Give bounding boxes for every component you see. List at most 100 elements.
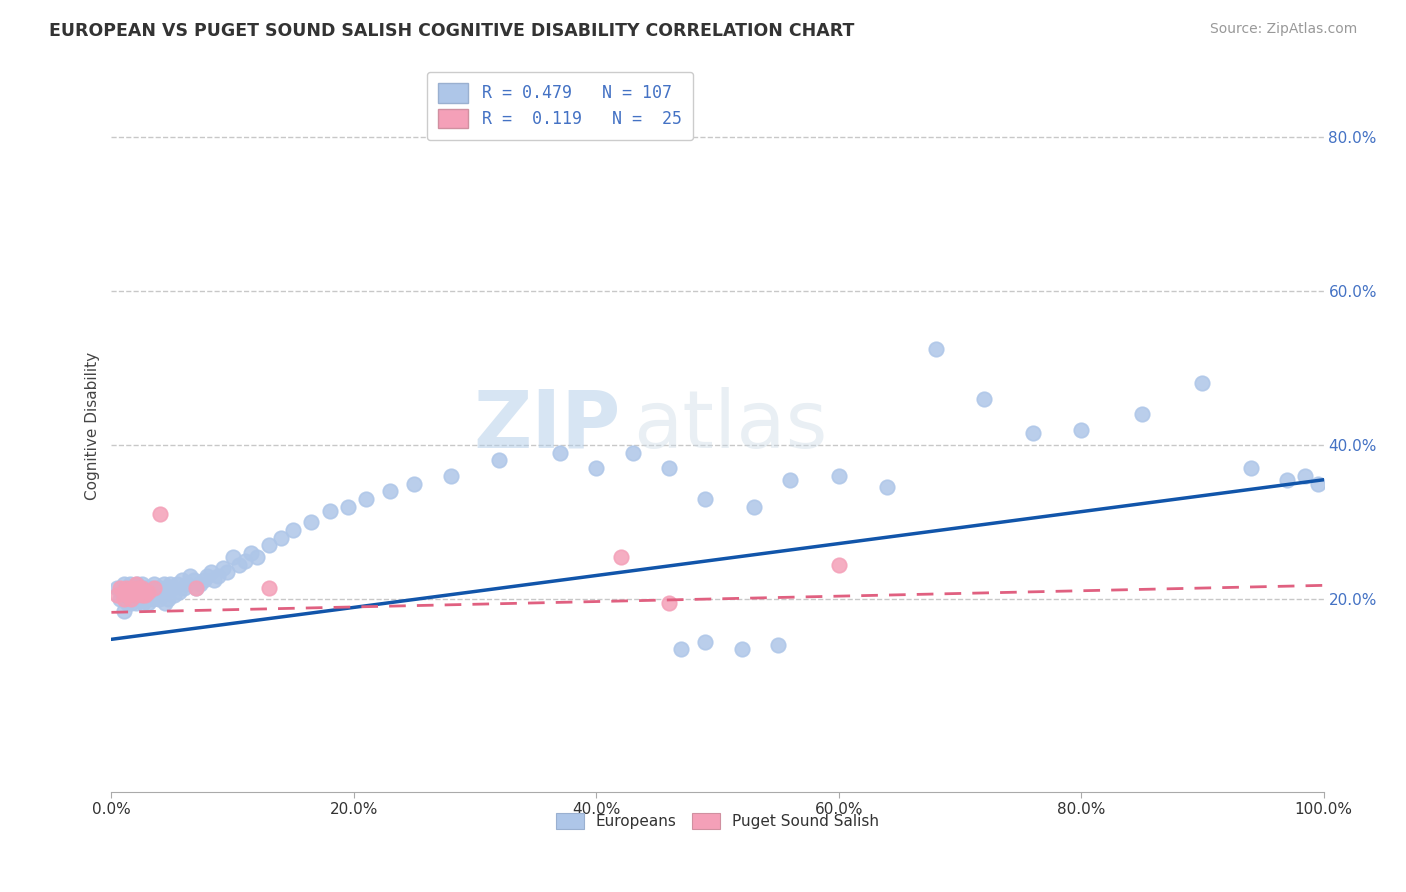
Point	[212, 561, 235, 575]
Point	[143, 588, 166, 602]
Point	[141, 581, 163, 595]
Point	[828, 558, 851, 572]
Point	[239, 546, 262, 560]
Point	[179, 569, 201, 583]
Point	[138, 584, 160, 599]
Point	[125, 577, 148, 591]
Point	[318, 503, 340, 517]
Point	[221, 549, 243, 564]
Point	[176, 577, 198, 591]
Point	[876, 480, 898, 494]
Point	[1277, 473, 1299, 487]
Point	[257, 538, 280, 552]
Point	[150, 588, 173, 602]
Point	[153, 596, 176, 610]
Point	[107, 581, 129, 595]
Point	[173, 581, 195, 595]
Point	[228, 558, 250, 572]
Point	[186, 581, 208, 595]
Point	[136, 581, 159, 595]
Point	[548, 446, 571, 460]
Point	[658, 461, 681, 475]
Point	[136, 596, 159, 610]
Point	[1021, 426, 1043, 441]
Point	[115, 588, 138, 602]
Point	[1191, 376, 1213, 391]
Point	[828, 469, 851, 483]
Text: Source: ZipAtlas.com: Source: ZipAtlas.com	[1209, 22, 1357, 37]
Point	[695, 634, 717, 648]
Point	[145, 584, 167, 599]
Legend: Europeans, Puget Sound Salish: Europeans, Puget Sound Salish	[550, 807, 884, 836]
Point	[148, 592, 170, 607]
Point	[585, 461, 607, 475]
Point	[107, 588, 129, 602]
Point	[124, 584, 146, 599]
Point	[122, 581, 145, 595]
Point	[127, 581, 149, 595]
Point	[156, 581, 179, 595]
Point	[1306, 476, 1329, 491]
Point	[135, 588, 157, 602]
Point	[142, 581, 165, 595]
Point	[131, 581, 153, 595]
Point	[150, 584, 173, 599]
Point	[169, 584, 191, 599]
Point	[128, 592, 150, 607]
Point	[299, 515, 322, 529]
Point	[131, 588, 153, 602]
Point	[200, 566, 222, 580]
Text: atlas: atlas	[633, 387, 827, 465]
Point	[149, 508, 172, 522]
Point	[122, 592, 145, 607]
Point	[142, 592, 165, 607]
Point	[121, 588, 143, 602]
Point	[121, 581, 143, 595]
Point	[136, 584, 159, 599]
Point	[127, 584, 149, 599]
Point	[118, 584, 141, 599]
Point	[131, 577, 153, 591]
Point	[621, 446, 644, 460]
Point	[440, 469, 463, 483]
Point	[122, 584, 145, 599]
Point	[149, 581, 172, 595]
Point	[354, 491, 377, 506]
Point	[270, 531, 292, 545]
Point	[924, 342, 946, 356]
Point	[246, 549, 269, 564]
Point	[152, 577, 174, 591]
Point	[134, 581, 156, 595]
Point	[336, 500, 359, 514]
Point	[766, 639, 789, 653]
Point	[124, 577, 146, 591]
Text: ZIP: ZIP	[474, 387, 620, 465]
Point	[117, 584, 139, 599]
Point	[146, 581, 169, 595]
Point	[132, 596, 155, 610]
Point	[134, 584, 156, 599]
Y-axis label: Cognitive Disability: Cognitive Disability	[86, 351, 100, 500]
Point	[139, 588, 162, 602]
Point	[163, 588, 186, 602]
Point	[108, 592, 131, 607]
Point	[128, 581, 150, 595]
Point	[110, 584, 132, 599]
Point	[1240, 461, 1263, 475]
Point	[159, 577, 181, 591]
Point	[188, 577, 211, 591]
Point	[112, 604, 135, 618]
Point	[129, 584, 152, 599]
Point	[742, 500, 765, 514]
Point	[1130, 407, 1153, 421]
Text: EUROPEAN VS PUGET SOUND SALISH COGNITIVE DISABILITY CORRELATION CHART: EUROPEAN VS PUGET SOUND SALISH COGNITIVE…	[49, 22, 855, 40]
Point	[488, 453, 510, 467]
Point	[166, 577, 188, 591]
Point	[115, 588, 138, 602]
Point	[1070, 423, 1092, 437]
Point	[195, 569, 218, 583]
Point	[609, 549, 631, 564]
Point	[193, 573, 215, 587]
Point	[404, 476, 426, 491]
Point	[157, 592, 180, 607]
